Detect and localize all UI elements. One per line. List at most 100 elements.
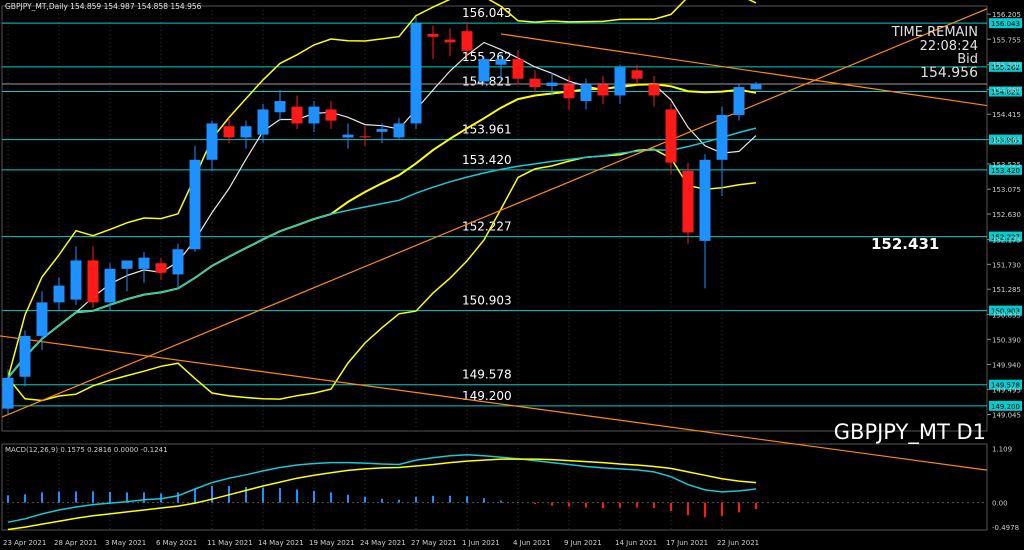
candle-bear[interactable] xyxy=(155,263,167,273)
candle-bull[interactable] xyxy=(716,115,728,160)
candle-bear[interactable] xyxy=(648,84,660,96)
candle-bear[interactable] xyxy=(597,84,609,96)
y-tick-label: 155.300 xyxy=(992,62,1021,70)
candle-bull[interactable] xyxy=(172,249,184,275)
level-label: 153.961 xyxy=(462,123,512,137)
candle-bear[interactable] xyxy=(529,78,541,88)
level-axis-tag xyxy=(989,231,1022,242)
x-tick-label: 17 Jun 2021 xyxy=(666,539,708,547)
x-tick-label: 1 Jun 2021 xyxy=(462,539,500,547)
candle-bear[interactable] xyxy=(461,31,473,51)
candle-bull[interactable] xyxy=(274,101,286,113)
axes-layer: 156.205 155.755 155.300 154.860 154.415 153.9… xyxy=(3,11,1021,547)
candle-bear[interactable] xyxy=(223,126,235,138)
candle-bear[interactable] xyxy=(682,170,694,233)
x-tick-label: 11 May 2021 xyxy=(207,539,253,547)
y-tick-label: 149.940 xyxy=(992,361,1021,369)
candle-bull[interactable] xyxy=(580,84,592,102)
level-axis-tag-label: 150.903 xyxy=(991,308,1020,316)
candle-bear[interactable] xyxy=(325,109,337,121)
candle-bull[interactable] xyxy=(308,106,320,124)
level-axis-tag-label: 154.821 xyxy=(991,89,1020,97)
candle-bear[interactable] xyxy=(444,39,456,43)
x-tick-label: 27 May 2021 xyxy=(411,539,457,547)
candle-bull[interactable] xyxy=(699,159,711,241)
candle-bull[interactable] xyxy=(53,285,65,303)
x-tick-label: 22 Jun 2021 xyxy=(717,539,759,547)
candle-bull[interactable] xyxy=(478,59,490,82)
candle-bull[interactable] xyxy=(495,59,507,65)
trendline-upper xyxy=(500,33,988,107)
macd-y-tick-label: 1.109 xyxy=(992,445,1012,453)
level-axis-tag xyxy=(989,134,1022,145)
candle-bull[interactable] xyxy=(393,123,405,138)
candle-bear[interactable] xyxy=(563,84,575,99)
candle-bull[interactable] xyxy=(138,257,150,269)
x-tick-label: 14 May 2021 xyxy=(258,539,304,547)
y-tick-label: 150.835 xyxy=(992,311,1021,319)
level-axis-tag-label: 152.227 xyxy=(991,234,1020,242)
candle-bull[interactable] xyxy=(342,134,354,138)
y-tick-label: 149.495 xyxy=(992,386,1021,394)
level-label: 156.043 xyxy=(462,6,512,20)
level-axis-tag-label: 153.420 xyxy=(991,167,1020,175)
candle-bull[interactable] xyxy=(257,109,269,135)
candle-bear[interactable] xyxy=(631,70,643,79)
level-axis-tag-label: 149.200 xyxy=(991,403,1020,411)
candle-bear[interactable] xyxy=(87,260,99,303)
y-tick-label: 153.525 xyxy=(992,161,1021,169)
candle-bull[interactable] xyxy=(376,129,388,132)
candle-bull[interactable] xyxy=(19,335,31,377)
candle-bear[interactable] xyxy=(512,59,524,79)
symbol-label: GBPJPY_MT D1 xyxy=(834,420,986,445)
candle-bull[interactable] xyxy=(70,260,82,300)
chart-title: GBPJPY_MT,Daily 154.859 154.987 154.858 … xyxy=(5,2,202,11)
x-tick-label: 14 Jun 2021 xyxy=(615,539,657,547)
big-level-label: 152.431 xyxy=(871,235,939,253)
candle-bull[interactable] xyxy=(750,83,762,90)
candle-bear[interactable] xyxy=(665,109,677,163)
candle-bull[interactable] xyxy=(206,123,218,160)
macd-label: MACD(12,26,9) 0.1575 0.2816 0.0000 -0.12… xyxy=(5,446,168,454)
x-tick-label: 23 Apr 2021 xyxy=(3,539,46,547)
x-tick-label: 28 Apr 2021 xyxy=(54,539,97,547)
candle-bull[interactable] xyxy=(733,87,745,116)
candle-bull[interactable] xyxy=(189,159,201,250)
level-axis-tag xyxy=(989,379,1022,390)
candle-bear[interactable] xyxy=(427,33,439,37)
level-axis-tag-label: 156.043 xyxy=(991,20,1020,28)
y-tick-label: 153.965 xyxy=(992,136,1021,144)
candle-bull[interactable] xyxy=(121,260,133,269)
candle-bull[interactable] xyxy=(410,23,422,124)
y-tick-label: 154.860 xyxy=(992,86,1021,94)
y-tick-label: 153.075 xyxy=(992,186,1021,194)
level-label: 154.821 xyxy=(462,75,512,89)
y-tick-label: 150.390 xyxy=(992,336,1021,344)
candle-bull[interactable] xyxy=(546,82,558,86)
time-remain-value: 22:08:24 xyxy=(920,39,978,54)
y-tick-label: 149.045 xyxy=(992,412,1021,420)
candle-bull[interactable] xyxy=(104,268,116,303)
level-label: 153.420 xyxy=(462,153,512,167)
price-panel-frame xyxy=(1,5,988,432)
y-tick-label: 156.205 xyxy=(992,11,1021,19)
level-axis-tag xyxy=(989,164,1022,175)
y-tick-label: 155.755 xyxy=(992,36,1021,44)
candle-bull[interactable] xyxy=(614,67,626,96)
x-tick-label: 4 Jun 2021 xyxy=(513,539,551,547)
candle-bull[interactable] xyxy=(36,302,48,336)
level-label: 149.200 xyxy=(462,389,512,403)
levels-layer: 156.043156.043155.262155.262154.821154.8… xyxy=(2,6,1022,411)
level-label: 152.227 xyxy=(462,220,512,234)
candle-bull[interactable] xyxy=(2,377,14,409)
candle-bear[interactable] xyxy=(359,136,371,138)
candles-layer[interactable] xyxy=(2,17,762,415)
candle-bull[interactable] xyxy=(240,126,252,138)
y-tick-label: 154.415 xyxy=(992,111,1021,119)
y-tick-label: 152.175 xyxy=(992,236,1021,244)
candle-bear[interactable] xyxy=(291,106,303,124)
macd-signal-line xyxy=(7,458,757,531)
trendline-ascending xyxy=(1,8,988,418)
